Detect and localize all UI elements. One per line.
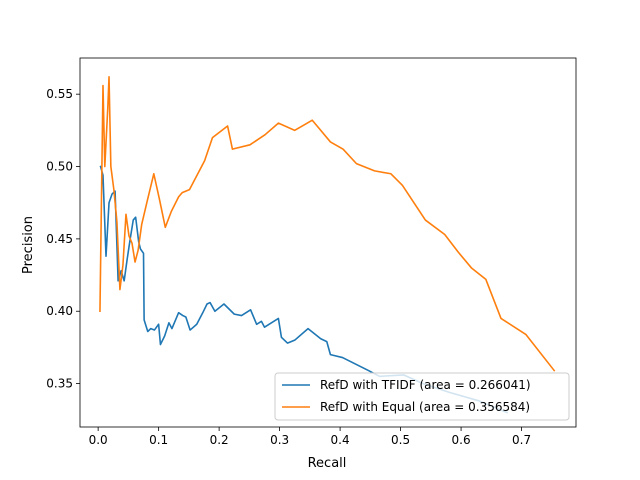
x-tick-label: 0.5 xyxy=(391,433,410,447)
y-tick-label: 0.45 xyxy=(46,232,73,246)
x-tick-label: 0.7 xyxy=(512,433,531,447)
y-axis-label: Precision xyxy=(21,216,36,274)
y-tick-label: 0.40 xyxy=(46,304,73,318)
legend: RefD with TFIDF (area = 0.266041) RefD wi… xyxy=(274,372,570,421)
series-line-0 xyxy=(99,165,509,414)
y-tick-label: 0.35 xyxy=(46,377,73,391)
legend-entry-label: RefD with TFIDF (area = 0.266041) xyxy=(320,378,531,392)
series-layer xyxy=(99,76,556,414)
x-tick-label: 0.6 xyxy=(452,433,471,447)
plot-frame xyxy=(79,57,577,428)
x-axis-label: Recall xyxy=(308,456,347,471)
x-tick-label: 0.0 xyxy=(89,433,108,447)
series-line-1 xyxy=(99,76,556,372)
x-tick-label: 0.2 xyxy=(210,433,229,447)
x-tick-label: 0.4 xyxy=(331,433,350,447)
plot-area xyxy=(80,58,576,427)
legend-entry-label: RefD with Equal (area = 0.356584) xyxy=(320,400,530,414)
x-axis-ticks: 0.0 0.1 0.2 0.3 0.4 0.5 0.6 0.7 xyxy=(89,427,531,447)
legend-box xyxy=(274,372,570,421)
x-tick-label: 0.1 xyxy=(149,433,168,447)
x-tick-label: 0.3 xyxy=(270,433,289,447)
y-axis-ticks: 0.35 0.40 0.45 0.50 0.55 xyxy=(46,87,80,391)
y-tick-label: 0.55 xyxy=(46,87,73,101)
y-tick-label: 0.50 xyxy=(46,160,73,174)
